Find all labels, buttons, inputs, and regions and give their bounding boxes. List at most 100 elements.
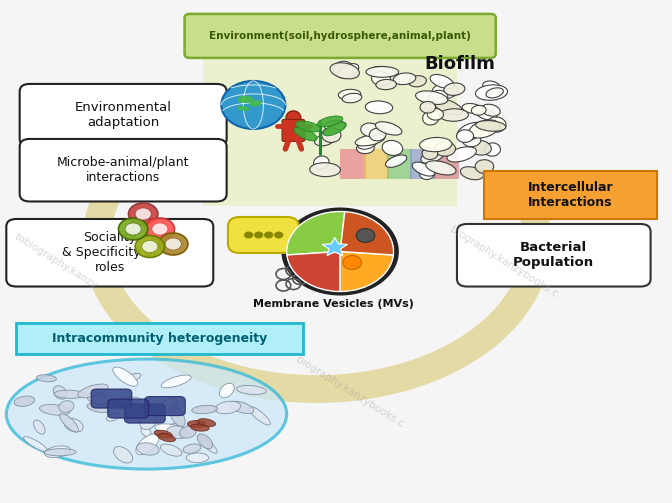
Ellipse shape <box>470 140 491 155</box>
Ellipse shape <box>342 94 362 103</box>
Circle shape <box>274 231 284 238</box>
Ellipse shape <box>113 367 138 386</box>
Ellipse shape <box>187 421 206 428</box>
Ellipse shape <box>294 127 317 141</box>
FancyBboxPatch shape <box>91 389 132 408</box>
Ellipse shape <box>191 424 209 431</box>
Circle shape <box>165 238 181 250</box>
Ellipse shape <box>60 413 79 432</box>
FancyBboxPatch shape <box>484 172 657 219</box>
Ellipse shape <box>322 128 341 142</box>
Ellipse shape <box>58 401 74 412</box>
Wedge shape <box>340 252 393 292</box>
Circle shape <box>118 218 148 240</box>
Text: biography.kanzybooks.c: biography.kanzybooks.c <box>294 354 406 429</box>
Ellipse shape <box>358 134 378 149</box>
Ellipse shape <box>24 437 48 452</box>
Ellipse shape <box>314 134 335 146</box>
Ellipse shape <box>314 156 329 170</box>
Circle shape <box>254 231 263 238</box>
Text: Microbe-animal/plant
interactions: Microbe-animal/plant interactions <box>57 156 190 184</box>
Ellipse shape <box>366 66 398 77</box>
Ellipse shape <box>415 91 448 105</box>
Ellipse shape <box>420 102 435 113</box>
FancyBboxPatch shape <box>457 224 650 287</box>
Ellipse shape <box>34 420 45 434</box>
Ellipse shape <box>484 143 501 156</box>
Circle shape <box>356 228 375 242</box>
Ellipse shape <box>44 449 76 456</box>
FancyBboxPatch shape <box>19 139 226 202</box>
Ellipse shape <box>87 403 110 412</box>
Ellipse shape <box>361 123 380 137</box>
Ellipse shape <box>44 446 71 457</box>
Circle shape <box>152 223 168 235</box>
Text: Environment(soil,hydrosphere,animal,plant): Environment(soil,hydrosphere,animal,plan… <box>209 31 471 41</box>
FancyBboxPatch shape <box>340 149 366 179</box>
Ellipse shape <box>462 104 482 114</box>
Ellipse shape <box>419 137 452 152</box>
FancyBboxPatch shape <box>282 119 304 141</box>
Ellipse shape <box>167 426 187 439</box>
Circle shape <box>343 256 362 270</box>
Text: Sociality
& Specificity of
roles: Sociality & Specificity of roles <box>62 231 157 274</box>
Ellipse shape <box>432 83 458 99</box>
Ellipse shape <box>423 110 439 125</box>
Ellipse shape <box>154 430 172 438</box>
Ellipse shape <box>475 160 494 174</box>
Ellipse shape <box>165 423 178 437</box>
Circle shape <box>159 233 188 255</box>
Ellipse shape <box>412 162 435 176</box>
Text: biography.kanzybooks.c: biography.kanzybooks.c <box>448 224 560 299</box>
Text: tobiography.kanzy: tobiography.kanzy <box>13 232 99 291</box>
Ellipse shape <box>237 96 253 103</box>
Ellipse shape <box>457 122 485 140</box>
Ellipse shape <box>161 397 177 412</box>
FancyBboxPatch shape <box>144 396 185 415</box>
Ellipse shape <box>356 143 374 153</box>
Ellipse shape <box>87 392 108 405</box>
Ellipse shape <box>476 110 497 120</box>
FancyBboxPatch shape <box>6 219 213 287</box>
FancyBboxPatch shape <box>410 149 435 179</box>
Ellipse shape <box>192 405 218 414</box>
Polygon shape <box>322 237 347 256</box>
Ellipse shape <box>355 134 385 146</box>
Circle shape <box>145 218 175 240</box>
Ellipse shape <box>78 384 108 398</box>
Ellipse shape <box>430 74 454 89</box>
Ellipse shape <box>435 142 456 156</box>
Ellipse shape <box>409 75 427 87</box>
Ellipse shape <box>393 73 416 85</box>
Circle shape <box>142 240 158 253</box>
Ellipse shape <box>456 130 474 142</box>
Ellipse shape <box>140 412 157 430</box>
Ellipse shape <box>482 81 501 92</box>
Ellipse shape <box>155 424 185 435</box>
Ellipse shape <box>249 406 270 425</box>
Ellipse shape <box>376 122 402 135</box>
Ellipse shape <box>136 434 159 455</box>
FancyBboxPatch shape <box>364 149 389 179</box>
Ellipse shape <box>186 453 208 463</box>
Ellipse shape <box>330 63 360 79</box>
Ellipse shape <box>317 116 343 127</box>
Text: Intracommunity heterogeneity: Intracommunity heterogeneity <box>52 332 267 345</box>
Ellipse shape <box>14 396 35 406</box>
Ellipse shape <box>460 166 484 180</box>
Ellipse shape <box>53 386 67 399</box>
FancyBboxPatch shape <box>228 217 299 253</box>
Ellipse shape <box>376 79 396 90</box>
Ellipse shape <box>54 390 85 398</box>
FancyBboxPatch shape <box>124 404 165 423</box>
Ellipse shape <box>471 105 486 115</box>
Ellipse shape <box>426 161 456 175</box>
Ellipse shape <box>124 373 141 382</box>
Ellipse shape <box>486 88 503 98</box>
Text: Bacterial
Population: Bacterial Population <box>513 241 594 269</box>
Ellipse shape <box>434 99 462 115</box>
Ellipse shape <box>158 434 175 442</box>
Circle shape <box>135 235 165 258</box>
Ellipse shape <box>429 91 448 103</box>
Ellipse shape <box>427 109 444 120</box>
